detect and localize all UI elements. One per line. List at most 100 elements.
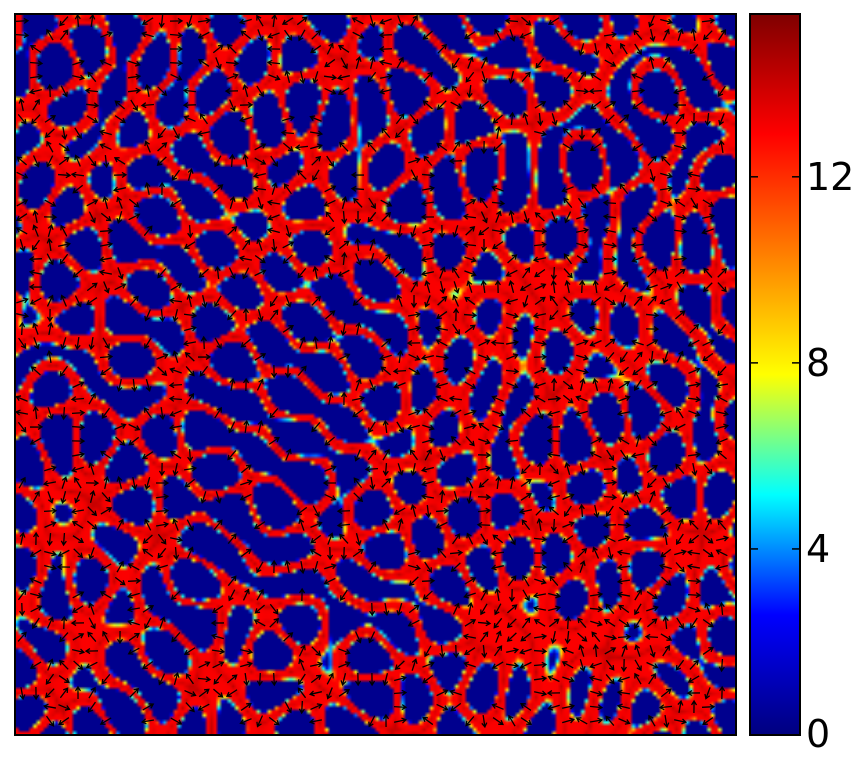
quiver-arrow: [336, 74, 350, 81]
quiver-arrow: [16, 156, 28, 166]
quiver-arrow: [18, 476, 26, 489]
quiver-arrow: [201, 295, 208, 309]
quiver-arrow: [44, 128, 55, 138]
quiver-arrow: [72, 633, 85, 641]
quiver-arrow: [589, 591, 604, 598]
quiver-arrow: [494, 603, 502, 616]
quiver-arrow: [534, 212, 545, 222]
quiver-arrow: [72, 381, 85, 389]
quiver-arrow: [478, 478, 489, 488]
quiver-arrow: [702, 534, 714, 544]
quiver-arrow: [534, 101, 547, 109]
quiver-arrow: [602, 213, 617, 220]
quiver-arrow: [467, 56, 474, 69]
quiver-arrow: [522, 589, 530, 602]
quiver-arrow: [647, 267, 658, 278]
quiver-arrow: [242, 153, 249, 168]
quiver-arrow: [562, 676, 575, 683]
quiver-arrow: [393, 689, 408, 696]
quiver-arrow: [593, 42, 600, 57]
quiver-arrow: [422, 674, 434, 684]
quiver-arrow: [309, 549, 322, 557]
quiver-arrow: [491, 185, 504, 192]
quiver-arrow: [282, 115, 295, 122]
quiver-arrow: [466, 532, 474, 545]
quiver-arrow: [242, 377, 250, 392]
quiver-arrow: [579, 560, 586, 573]
colorbar-tick-label: 4: [806, 527, 830, 571]
quiver-arrow: [563, 253, 573, 265]
quiver-arrow: [719, 685, 726, 700]
quiver-arrow: [717, 323, 727, 335]
quiver-arrow: [71, 437, 86, 445]
quiver-arrow: [589, 704, 604, 711]
quiver-arrow: [506, 632, 517, 642]
quiver-arrow: [576, 242, 589, 249]
quiver-arrow: [420, 270, 435, 277]
quiver-arrow: [478, 438, 491, 445]
quiver-arrow: [535, 505, 546, 516]
quiver-arrow: [688, 410, 701, 417]
quiver-arrow: [15, 32, 30, 39]
quiver-arrow: [213, 184, 224, 194]
quiver-arrow: [382, 713, 390, 728]
quiver-arrow: [46, 253, 54, 266]
quiver-arrow: [368, 421, 376, 434]
quiver-arrow: [464, 324, 476, 334]
quiver-arrow: [435, 382, 448, 389]
quiver-arrow: [492, 534, 504, 544]
quiver-arrow: [576, 255, 589, 264]
quiver-arrow: [71, 605, 84, 613]
quiver-arrow: [199, 365, 209, 377]
quiver-arrow: [352, 548, 364, 558]
quiver-arrow: [186, 293, 193, 307]
quiver-arrow: [439, 449, 446, 462]
quiver-arrow: [565, 615, 572, 630]
quiver-arrow: [616, 564, 631, 571]
quiver-arrow: [212, 44, 224, 54]
quiver-arrow: [227, 226, 238, 236]
quiver-arrow: [646, 339, 659, 347]
quiver-arrow: [298, 644, 306, 657]
quiver-arrow: [421, 241, 436, 248]
quiver-arrow: [44, 521, 57, 528]
quiver-arrow: [339, 533, 349, 544]
quiver-arrow: [187, 224, 194, 239]
quiver-arrow: [607, 377, 614, 391]
quiver-arrow: [439, 281, 446, 295]
quiver-arrow: [546, 437, 561, 444]
quiver-arrow: [368, 561, 377, 573]
quiver-arrow: [591, 127, 601, 138]
quiver-arrow: [324, 87, 337, 95]
quiver-arrow: [603, 465, 618, 472]
quiver-arrow: [182, 340, 197, 347]
quiver-arrow: [267, 32, 280, 39]
quiver-arrow: [282, 324, 295, 333]
quiver-arrow: [229, 196, 236, 209]
quiver-arrow: [159, 308, 166, 323]
quiver-arrow: [589, 717, 604, 724]
quiver-arrow: [128, 436, 140, 446]
quiver-arrow: [297, 267, 307, 279]
quiver-arrow: [183, 115, 196, 122]
quiver-arrow: [718, 658, 725, 673]
quiver-arrow: [256, 588, 264, 601]
quiver-arrow: [660, 18, 673, 25]
quiver-arrow: [369, 602, 376, 617]
quiver-arrow: [579, 279, 586, 294]
quiver-arrow: [158, 181, 166, 196]
quiver-arrow: [407, 424, 420, 431]
quiver-arrow: [270, 559, 278, 574]
quiver-arrow: [350, 171, 365, 179]
quiver-arrow: [71, 409, 86, 416]
quiver-arrow: [620, 295, 627, 309]
quiver-arrow: [354, 237, 361, 252]
quiver-arrow: [716, 450, 727, 460]
quiver-arrow: [564, 505, 572, 518]
quiver-arrow: [435, 521, 448, 529]
quiver-arrow: [254, 254, 266, 264]
quiver-arrow: [476, 521, 491, 528]
quiver-arrow: [506, 618, 517, 629]
quiver-arrow: [169, 410, 182, 417]
quiver-arrow: [18, 337, 27, 349]
